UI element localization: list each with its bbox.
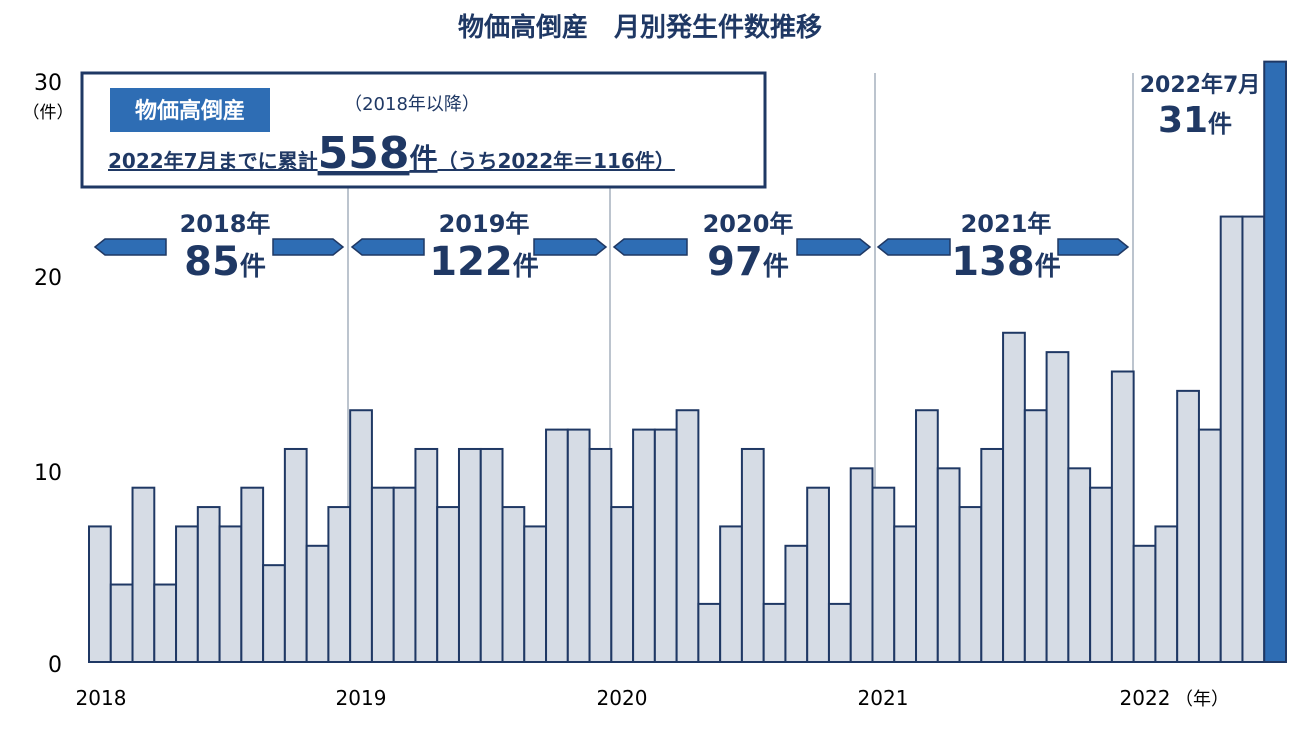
year-total-count: 122件 xyxy=(429,239,539,285)
bar xyxy=(653,428,678,663)
y-tick-label: 20 xyxy=(34,266,62,291)
arrow-right-icon xyxy=(796,238,872,256)
bar xyxy=(175,525,199,663)
bar xyxy=(523,525,548,663)
bar xyxy=(109,583,134,664)
bar xyxy=(501,506,526,663)
bar xyxy=(1089,486,1113,664)
year-total-2020: 2020年 97件 xyxy=(612,210,872,285)
arrow-left-icon xyxy=(93,238,167,256)
year-total-count: 138件 xyxy=(951,239,1061,285)
bar xyxy=(479,447,504,663)
bar xyxy=(632,428,656,663)
bar xyxy=(1197,428,1222,663)
bar xyxy=(349,409,373,664)
bar xyxy=(675,409,700,664)
bar xyxy=(719,525,743,663)
year-total-count: 85件 xyxy=(184,239,266,285)
year-total-count: 97件 xyxy=(707,239,789,285)
bar xyxy=(305,544,330,663)
bar xyxy=(806,486,830,664)
bar xyxy=(936,467,961,663)
bar xyxy=(414,447,439,663)
year-total-label: 2019年 xyxy=(439,210,530,238)
y-axis-unit: （件） xyxy=(23,103,74,123)
x-axis-unit: （年） xyxy=(1175,689,1229,710)
bar xyxy=(153,583,178,664)
bar xyxy=(196,506,221,663)
bar xyxy=(88,525,112,663)
bar xyxy=(762,602,787,664)
bar xyxy=(1023,409,1048,664)
bars xyxy=(88,60,1287,664)
bar xyxy=(1176,389,1200,663)
bar xyxy=(1067,467,1092,663)
x-tick-label: 2018 xyxy=(76,686,127,710)
summary-box: 物価高倒産 （2018年以降） 2022年7月までに累計558件（うち2022年… xyxy=(80,71,767,189)
x-tick-label: 2019 xyxy=(336,686,387,710)
arrow-left-icon xyxy=(350,238,425,256)
bar xyxy=(980,447,1005,663)
bar xyxy=(1241,215,1266,663)
bar xyxy=(545,428,569,663)
y-tick-label: 0 xyxy=(48,653,62,678)
bar xyxy=(1154,525,1179,663)
bar xyxy=(457,447,482,663)
bar xyxy=(588,447,613,663)
x-axis: 2018 2019 2020 2021 2022 （年） xyxy=(76,686,1229,710)
bar xyxy=(849,467,874,663)
year-total-2021: 2021年 138件 xyxy=(876,210,1130,285)
year-total-label: 2018年 xyxy=(180,210,271,238)
arrow-right-icon xyxy=(1057,238,1130,256)
bar xyxy=(566,428,591,663)
year-total-2019: 2019年 122件 xyxy=(350,210,608,285)
y-tick-label: 10 xyxy=(34,461,62,486)
bar xyxy=(958,506,983,663)
bar xyxy=(283,447,308,663)
arrow-left-icon xyxy=(876,238,951,256)
year-total-2018: 2018年 85件 xyxy=(93,210,345,285)
bar xyxy=(915,409,939,664)
bar xyxy=(131,486,156,664)
x-tick-label: 2020 xyxy=(597,686,648,710)
x-tick-label: 2022 xyxy=(1120,686,1171,710)
bar xyxy=(436,506,460,663)
bar xyxy=(1219,215,1244,663)
bar-highlight xyxy=(1263,60,1287,663)
year-total-label: 2020年 xyxy=(703,210,794,238)
year-total-label: 2021年 xyxy=(961,210,1052,238)
bar xyxy=(784,544,809,663)
callout-count: 31件 xyxy=(1158,100,1232,141)
bar xyxy=(262,564,286,663)
x-tick-label: 2021 xyxy=(858,686,909,710)
bar xyxy=(370,486,395,664)
chart-title: 物価高倒産 月別発生件数推移 xyxy=(458,12,822,43)
arrow-right-icon xyxy=(533,238,608,256)
bar xyxy=(740,447,765,663)
bar xyxy=(1110,370,1135,663)
bar xyxy=(697,602,722,664)
latest-month-callout: 2022年7月 31件 xyxy=(1140,72,1261,141)
y-axis: 30 （件） 20 10 0 xyxy=(23,71,74,678)
bar xyxy=(610,506,635,663)
bar xyxy=(240,486,265,664)
arrow-left-icon xyxy=(612,238,688,256)
bar xyxy=(827,602,852,664)
bar xyxy=(871,486,896,664)
bar xyxy=(893,525,918,663)
arrow-right-icon xyxy=(272,238,345,256)
bar xyxy=(327,506,352,663)
callout-label: 2022年7月 xyxy=(1140,72,1261,98)
y-tick-label: 30 xyxy=(34,71,62,96)
bar xyxy=(392,486,417,664)
summary-line: 2022年7月までに累計558件（うち2022年＝116件） xyxy=(108,128,675,179)
bar xyxy=(1132,544,1157,663)
bar xyxy=(218,525,243,663)
summary-badge-bg xyxy=(110,88,270,132)
summary-badge: 物価高倒産 xyxy=(135,98,245,124)
bar xyxy=(1002,331,1026,663)
bar xyxy=(1045,351,1070,663)
summary-since: （2018年以降） xyxy=(344,94,480,115)
